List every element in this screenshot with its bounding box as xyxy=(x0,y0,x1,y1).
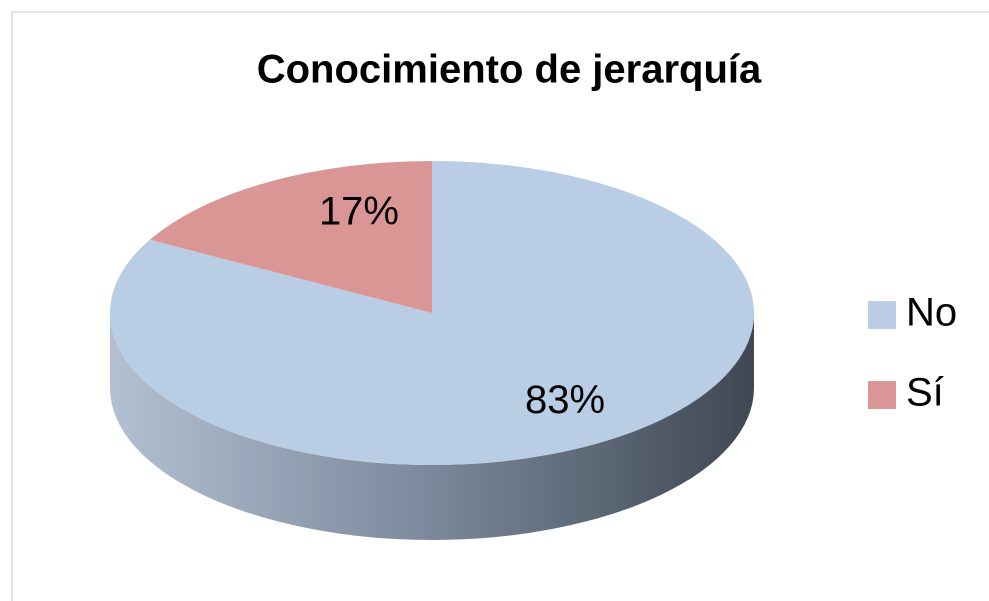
legend: No Sí xyxy=(868,291,957,415)
data-label: 17% xyxy=(319,189,399,233)
legend-swatch xyxy=(868,381,896,409)
slice xyxy=(149,161,432,313)
legend-label: Sí xyxy=(906,371,944,415)
chart-title: Conocimiento de jerarquía xyxy=(257,48,762,92)
legend-swatch xyxy=(868,301,896,329)
slice-side xyxy=(110,313,754,540)
pie: 83% 17% xyxy=(109,161,754,540)
data-label: 83% xyxy=(525,378,605,422)
chart-border xyxy=(11,11,989,601)
legend-label: No xyxy=(906,291,957,335)
